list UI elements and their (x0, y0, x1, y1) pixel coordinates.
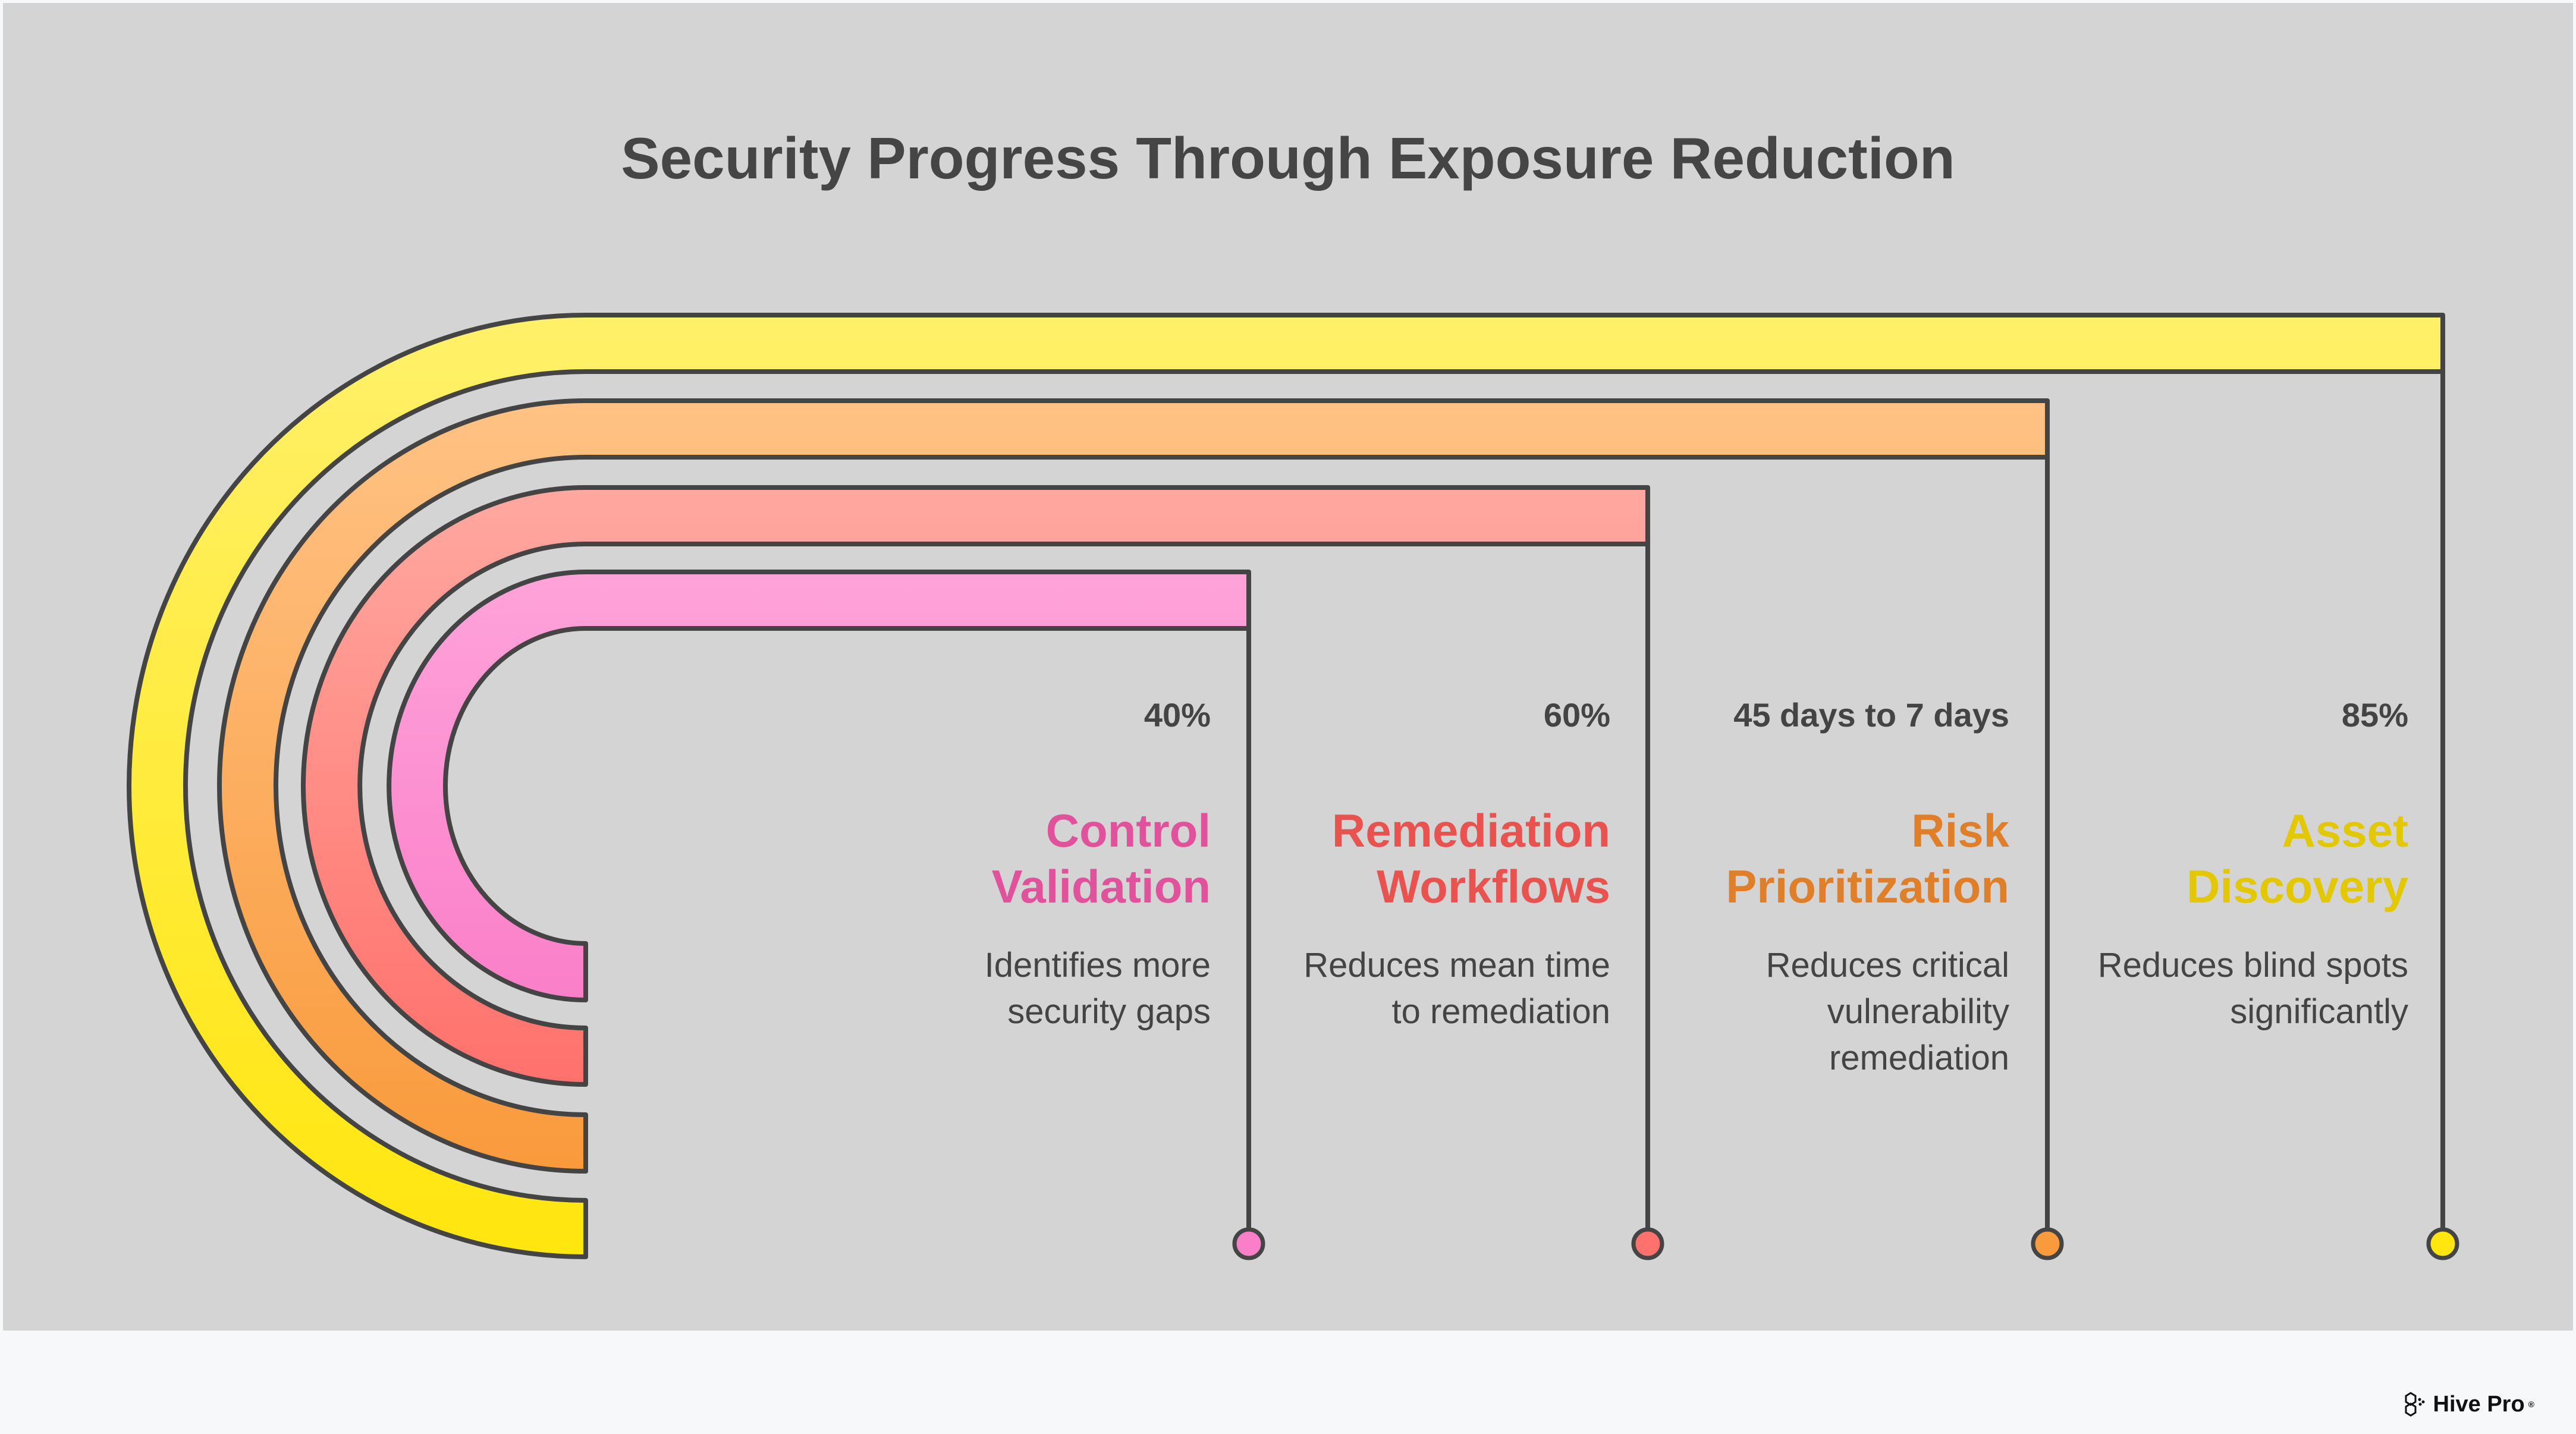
marker-dot-0 (1232, 1227, 1265, 1260)
item-description-line: to remediation (1391, 992, 1610, 1031)
page-title: Security Progress Through Exposure Reduc… (621, 125, 1955, 191)
item-title-line: Control (1045, 804, 1211, 857)
item-title: Risk Prioritization (1629, 803, 2009, 914)
registered-mark: ® (2528, 1400, 2534, 1409)
metric-value: 40% (1144, 696, 1211, 734)
item-title-line: Discovery (2187, 860, 2408, 913)
hive-pro-logo: Hive Pro ® (2404, 1391, 2534, 1417)
item-description: Reduces blind spots significantly (2028, 942, 2408, 1035)
item-description-line: Identifies more (984, 946, 1211, 985)
hive-hexagon-icon (2405, 1392, 2424, 1417)
item-title-line: Remediation (1331, 804, 1610, 857)
item-description-line: vulnerability (1827, 992, 2009, 1031)
item-title: Control Validation (830, 803, 1211, 914)
item-title-line: Risk (1911, 804, 2009, 857)
marker-dot-1 (1631, 1227, 1664, 1260)
item-description-line: Reduces mean time (1303, 946, 1610, 985)
band-0 (387, 570, 1251, 1002)
logo-text: Hive Pro (2433, 1391, 2525, 1417)
marker-dot-2 (2031, 1227, 2064, 1260)
band-1 (301, 485, 1650, 1087)
metric-value: 85% (2341, 696, 2408, 734)
item-description: Reduces critical vulnerability remediation (1629, 942, 2009, 1081)
item-description-line: security gaps (1007, 992, 1211, 1031)
item-title-line: Workflows (1377, 860, 1610, 913)
marker-dot-3 (2426, 1227, 2459, 1260)
metric-value: 45 days to 7 days (1733, 696, 2009, 734)
item-description: Identifies more security gaps (830, 942, 1211, 1035)
item-description-line: significantly (2230, 992, 2408, 1031)
item-description-line: remediation (1829, 1039, 2009, 1077)
band-3 (127, 313, 2445, 1259)
item-description: Reduces mean time to remediation (1230, 942, 1610, 1035)
item-title-line: Asset (2282, 804, 2408, 857)
band-2 (217, 398, 2050, 1174)
item-title-line: Prioritization (1726, 860, 2009, 913)
metric-value: 60% (1543, 696, 1610, 734)
item-title: Asset Discovery (2028, 803, 2408, 914)
item-description-line: Reduces critical (1765, 946, 2009, 985)
item-description-line: Reduces blind spots (2097, 946, 2408, 985)
item-title: Remediation Workflows (1230, 803, 1610, 914)
item-title-line: Validation (991, 860, 1211, 913)
